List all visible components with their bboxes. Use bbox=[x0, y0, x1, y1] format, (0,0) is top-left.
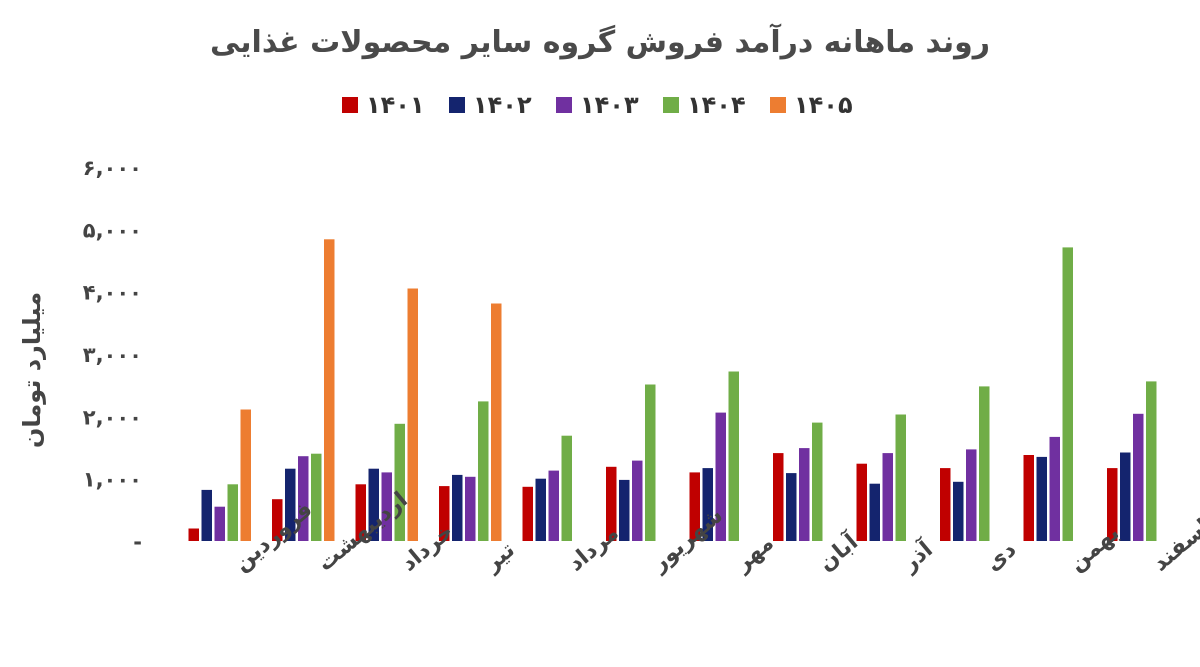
bar bbox=[1062, 247, 1073, 541]
legend-label: ۱۴۰۵ bbox=[794, 91, 853, 119]
legend-swatch bbox=[770, 97, 786, 113]
bar bbox=[201, 489, 212, 541]
y-tick-label: ۱,۰۰۰ bbox=[83, 468, 142, 492]
bar bbox=[856, 463, 867, 541]
bar bbox=[465, 476, 476, 541]
bar bbox=[773, 453, 784, 541]
y-tick-label: - bbox=[133, 530, 142, 554]
y-tick-label: ۵,۰۰۰ bbox=[83, 218, 142, 242]
bar bbox=[869, 483, 880, 541]
bar bbox=[439, 486, 450, 541]
x-tick-label: دی bbox=[981, 537, 1021, 576]
bar bbox=[272, 499, 283, 541]
bar bbox=[882, 453, 893, 541]
legend-label: ۱۴۰۴ bbox=[687, 91, 746, 119]
legend-label: ۱۴۰۱ bbox=[366, 91, 425, 119]
y-tick-label: ۶,۰۰۰ bbox=[83, 156, 142, 180]
x-tick-label: خرداد bbox=[397, 519, 459, 577]
bar bbox=[632, 460, 643, 541]
bar bbox=[285, 468, 296, 541]
bar bbox=[355, 484, 366, 541]
y-tick-label: ۳,۰۰۰ bbox=[83, 343, 142, 367]
bar bbox=[940, 468, 951, 541]
bar bbox=[619, 479, 630, 541]
bar bbox=[895, 414, 906, 541]
legend-swatch bbox=[342, 97, 358, 113]
bar bbox=[298, 456, 309, 541]
bar bbox=[645, 384, 656, 541]
bar bbox=[452, 474, 463, 541]
bar bbox=[535, 478, 546, 541]
bar bbox=[561, 435, 572, 541]
y-tick-label: ۲,۰۰۰ bbox=[83, 405, 142, 429]
bar bbox=[240, 409, 251, 541]
bar bbox=[491, 303, 502, 541]
bar bbox=[227, 484, 238, 541]
bars bbox=[188, 239, 1157, 542]
bar bbox=[381, 472, 392, 541]
x-tick-label: تیر bbox=[479, 538, 520, 578]
bar bbox=[1023, 455, 1034, 541]
bar bbox=[1120, 452, 1131, 541]
bar bbox=[728, 371, 739, 541]
y-tick-label: ۴,۰۰۰ bbox=[83, 281, 142, 305]
bar bbox=[689, 472, 700, 541]
bar bbox=[606, 466, 617, 541]
bar bbox=[311, 453, 322, 541]
bar bbox=[979, 386, 990, 541]
bar bbox=[1107, 468, 1118, 541]
bar bbox=[407, 288, 418, 541]
bar bbox=[1049, 436, 1060, 541]
legend: ۱۴۰۱ ۱۴۰۲ ۱۴۰۳ ۱۴۰۴ ۱۴۰۵ bbox=[342, 91, 853, 119]
bar bbox=[1036, 456, 1047, 541]
y-axis-label: میلیارد تومان bbox=[18, 292, 46, 448]
bar bbox=[548, 470, 559, 541]
bar bbox=[522, 486, 533, 541]
bar bbox=[214, 506, 225, 541]
legend-swatch bbox=[449, 97, 465, 113]
bar bbox=[188, 528, 199, 541]
bar bbox=[786, 473, 797, 541]
y-axis: - ۱,۰۰۰ ۲,۰۰۰ ۳,۰۰۰ ۴,۰۰۰ ۵,۰۰۰ ۶,۰۰۰ bbox=[83, 156, 142, 554]
bar bbox=[324, 239, 335, 542]
legend-label: ۱۴۰۲ bbox=[473, 91, 532, 119]
x-tick-label: آذر bbox=[895, 535, 938, 578]
bar bbox=[812, 422, 823, 541]
legend-swatch bbox=[663, 97, 679, 113]
bar bbox=[953, 481, 964, 541]
bar bbox=[394, 423, 405, 541]
bar bbox=[368, 468, 379, 541]
bar bbox=[799, 448, 810, 541]
bar bbox=[1133, 413, 1144, 541]
bar bbox=[478, 401, 489, 541]
legend-swatch bbox=[556, 97, 572, 113]
bar bbox=[966, 449, 977, 541]
chart-title: روند ماهانه درآمد فروش گروه سایر محصولات… bbox=[210, 23, 990, 60]
legend-label: ۱۴۰۳ bbox=[580, 91, 639, 119]
bar bbox=[715, 412, 726, 541]
bar bbox=[702, 468, 713, 541]
bar bbox=[1146, 381, 1157, 541]
